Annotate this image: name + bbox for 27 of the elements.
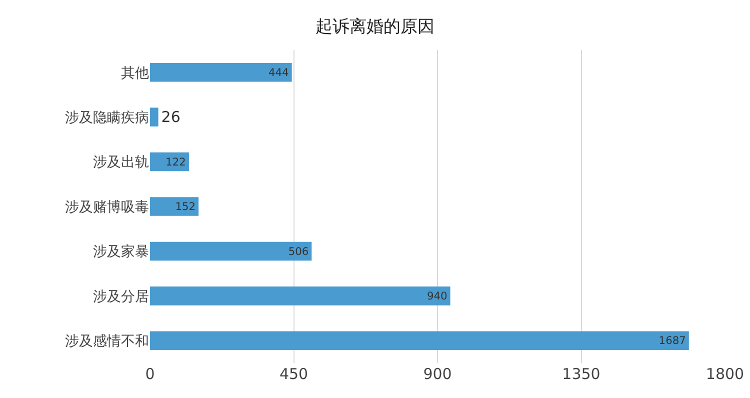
bar [150, 331, 689, 350]
bar [150, 242, 312, 261]
bar [150, 152, 189, 172]
y-tick-label: 涉及家暴 [93, 244, 149, 260]
y-tick-label: 涉及感情不和 [65, 334, 149, 350]
y-tick-label: 涉及分居 [93, 288, 149, 305]
data-label: 122 [166, 155, 186, 168]
data-label: 152 [175, 200, 196, 214]
x-tick-label: 1350 [562, 365, 600, 383]
x-tick-label: 450 [279, 365, 308, 383]
x-tick-label: 1800 [706, 365, 744, 383]
bar [150, 286, 450, 306]
data-label: 1687 [658, 334, 686, 348]
bar [150, 108, 158, 126]
data-label: 444 [268, 66, 290, 79]
y-tick-label: 涉及出轨 [93, 154, 149, 171]
x-tick-label: 0 [145, 365, 155, 383]
y-tick-label: 其他 [121, 65, 149, 82]
y-tick-label: 涉及隐瞒疾病 [65, 110, 149, 126]
data-label: 940 [426, 289, 448, 302]
chart-title: 起诉离婚的原因 [316, 16, 434, 37]
bar [150, 62, 292, 82]
data-label: 506 [288, 244, 309, 258]
y-tick-label: 涉及赌博吸毒 [65, 199, 149, 216]
data-label: 26 [161, 108, 180, 126]
x-tick-label: 900 [423, 365, 452, 383]
bar [150, 197, 199, 216]
